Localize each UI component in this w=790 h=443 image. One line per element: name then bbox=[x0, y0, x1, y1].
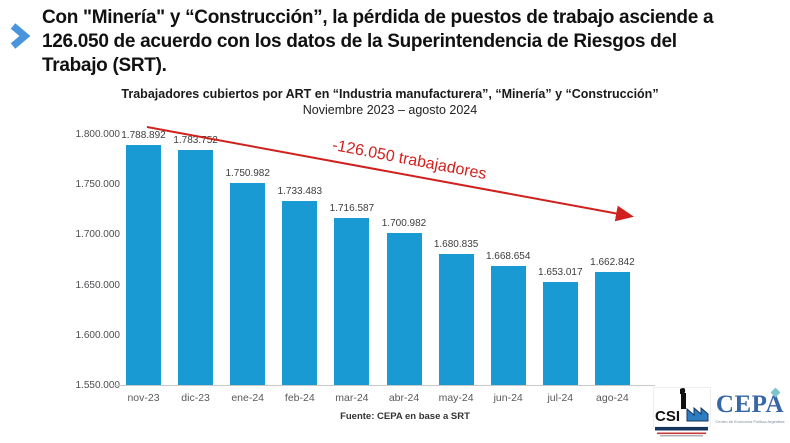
bar-mar-24 bbox=[334, 218, 370, 385]
category-label: jun-24 bbox=[493, 392, 523, 404]
source-note: Fuente: CEPA en base a SRT bbox=[340, 411, 470, 422]
value-label: 1.653.017 bbox=[538, 267, 583, 278]
bar-ago-24 bbox=[594, 272, 630, 385]
bar-nov-23 bbox=[126, 145, 161, 385]
value-label: 1.700.982 bbox=[381, 218, 427, 229]
y-axis: 1.800.000 1.750.000 1.700.000 1.650.000 1.60… bbox=[50, 129, 121, 391]
y-tick-label: 1.600.000 bbox=[75, 329, 121, 341]
category-label: ene-24 bbox=[231, 392, 265, 404]
cepa-caption: Centro de Economía Política Argentina bbox=[715, 419, 785, 424]
value-label: 1.680.835 bbox=[433, 239, 479, 250]
bar-jul-24 bbox=[542, 282, 578, 385]
value-label: 1.783.752 bbox=[173, 135, 218, 146]
category-label: mar-24 bbox=[335, 392, 369, 404]
svg-text:CSI: CSI bbox=[655, 408, 680, 425]
plot-area: 1.788.892 nov-23 1.783.752 dic-23 1.750.982 e… bbox=[121, 130, 653, 404]
bar-feb-24 bbox=[282, 201, 318, 385]
y-tick-label: 1.800.000 bbox=[75, 129, 121, 140]
bar-may-24 bbox=[438, 254, 474, 385]
category-label: abr-24 bbox=[388, 392, 420, 404]
cepa-wordmark: CEPA bbox=[715, 391, 785, 418]
value-label: 1.716.587 bbox=[329, 203, 375, 214]
category-label: jul-24 bbox=[547, 392, 574, 404]
value-label: 1.733.483 bbox=[277, 186, 323, 197]
y-tick-label: 1.550.000 bbox=[75, 380, 121, 391]
category-label: feb-24 bbox=[284, 392, 315, 404]
y-tick-label: 1.750.000 bbox=[75, 179, 121, 191]
x-axis-line bbox=[113, 385, 655, 386]
category-label: ago-24 bbox=[596, 392, 629, 404]
y-tick-label: 1.650.000 bbox=[75, 279, 121, 291]
cepa-logo: CEPA Centro de Economía Política Argenti… bbox=[712, 387, 788, 436]
chart-subtitle: Noviembre 2023 – agosto 2024 bbox=[302, 103, 478, 117]
value-label: 1.662.842 bbox=[590, 257, 635, 268]
bar-dic-23 bbox=[178, 150, 214, 385]
csira-logo: CSI bbox=[653, 387, 711, 437]
value-label: 1.788.892 bbox=[121, 130, 166, 141]
chevron-right-icon bbox=[10, 23, 31, 49]
category-label: may-24 bbox=[438, 392, 474, 404]
factory-icon bbox=[680, 388, 709, 422]
chart-title: Trabajadores cubiertos por ART en “Indus… bbox=[121, 87, 659, 101]
value-label: 1.750.982 bbox=[225, 168, 270, 179]
y-tick-label: 1.700.000 bbox=[75, 229, 121, 241]
bar-ene-24 bbox=[230, 183, 266, 385]
bar-jun-24 bbox=[490, 266, 526, 385]
category-label: dic-23 bbox=[181, 392, 210, 404]
bar-abr-24 bbox=[386, 233, 422, 385]
value-label: 1.668.654 bbox=[485, 251, 531, 262]
category-label: nov-23 bbox=[127, 392, 160, 404]
headline-text: Con "Minería" y “Construcción”, la pérdi… bbox=[42, 7, 714, 76]
